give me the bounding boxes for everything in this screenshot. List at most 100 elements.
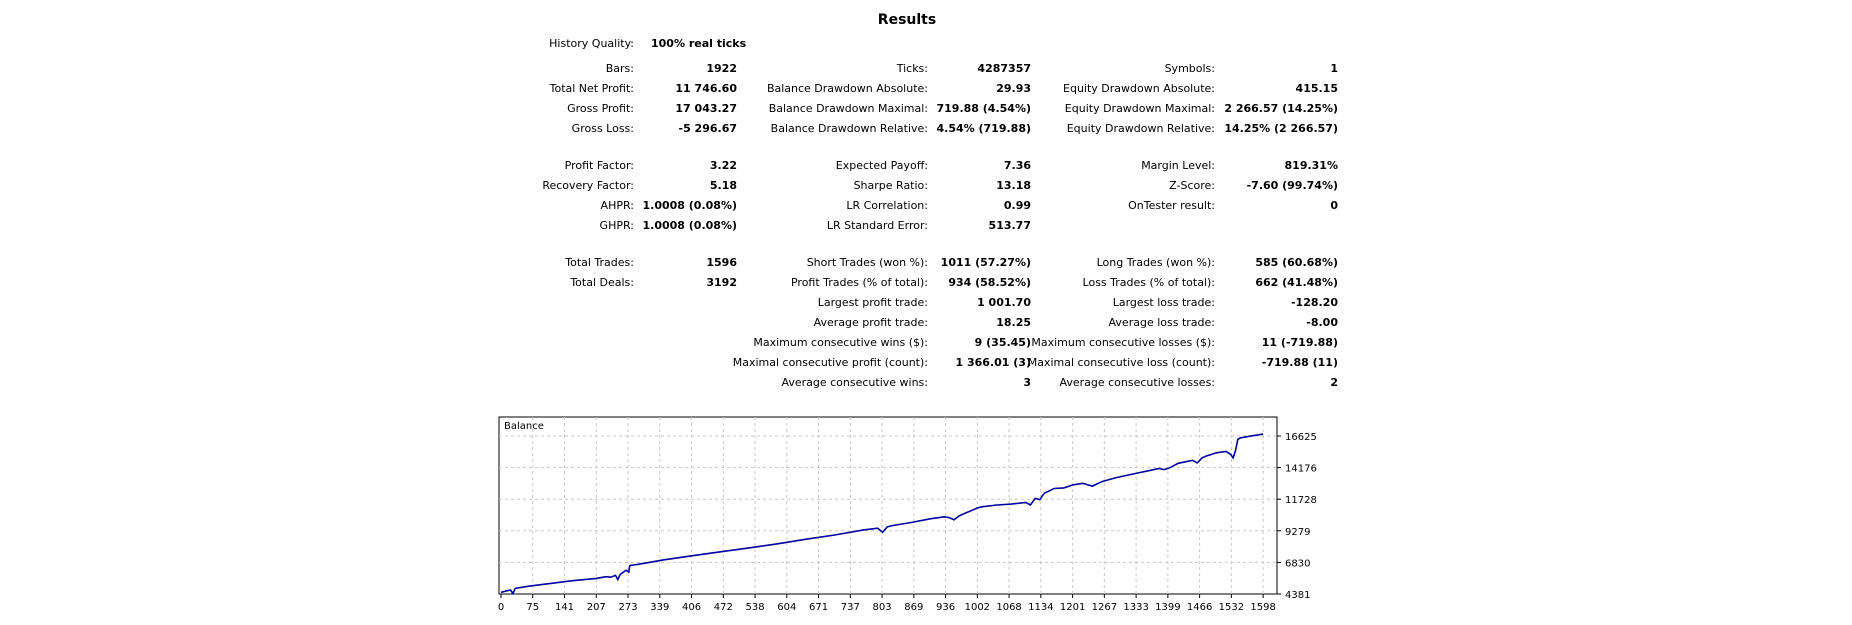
y-tick-label: 4381 <box>1285 590 1310 601</box>
stat-value: -8.00 <box>1306 316 1338 329</box>
x-tick-label: 936 <box>936 602 955 613</box>
x-tick-label: 1267 <box>1092 602 1117 613</box>
stat-value: 1 001.70 <box>977 296 1031 309</box>
chart-title: Balance <box>504 421 544 432</box>
stat-label: Largest loss trade: <box>1112 296 1215 309</box>
x-tick-label: 604 <box>777 602 796 613</box>
stat-label: Symbols: <box>1164 62 1215 75</box>
history-quality-label: History Quality: <box>549 37 634 50</box>
stat-value: 3.22 <box>709 159 737 172</box>
y-tick-label: 6830 <box>1285 558 1310 569</box>
stat-value: 4.54% (719.88) <box>936 122 1032 135</box>
stat-value: 7.36 <box>1003 159 1031 172</box>
x-tick-label: 1532 <box>1219 602 1244 613</box>
x-tick-label: 273 <box>618 602 637 613</box>
x-tick-label: 1134 <box>1028 602 1053 613</box>
x-tick-label: 1399 <box>1155 602 1180 613</box>
stat-value: -5 296.67 <box>678 122 738 135</box>
plot-frame <box>498 416 1278 595</box>
stat-label: Total Deals: <box>570 276 634 289</box>
stat-label: LR Correlation: <box>846 199 928 212</box>
stat-label: AHPR: <box>600 199 634 212</box>
stat-label: OnTester result: <box>1128 199 1215 212</box>
stat-value: 1 366.01 (3) <box>955 356 1031 369</box>
stat-value: 9 (35.45) <box>974 336 1031 349</box>
stat-label: Sharpe Ratio: <box>853 179 928 192</box>
stat-label: Maximum consecutive losses ($): <box>1031 336 1215 349</box>
stat-label: Short Trades (won %): <box>806 256 928 269</box>
stat-label: Maximal consecutive loss (count): <box>1027 356 1215 369</box>
stat-value: 662 (41.48%) <box>1255 276 1338 289</box>
x-tick-label: 1333 <box>1123 602 1148 613</box>
stat-label: Recovery Factor: <box>542 179 634 192</box>
stat-label: Profit Trades (% of total): <box>790 276 928 289</box>
stat-label: Expected Payoff: <box>835 159 928 172</box>
stat-value: 17 043.27 <box>675 102 737 115</box>
stat-label: Equity Drawdown Relative: <box>1066 122 1215 135</box>
y-tick-label: 14176 <box>1285 464 1317 475</box>
x-tick-label: 671 <box>809 602 828 613</box>
stat-value: 0.99 <box>1003 199 1031 212</box>
balance-line <box>500 433 1264 596</box>
stat-label: Average consecutive wins: <box>781 376 928 389</box>
stat-value: 29.93 <box>996 82 1031 95</box>
stat-label: Maximum consecutive wins ($): <box>753 336 928 349</box>
stat-value: 4287357 <box>977 62 1031 75</box>
x-tick-label: 538 <box>745 602 764 613</box>
stat-label: Bars: <box>605 62 634 75</box>
stat-label: Total Net Profit: <box>549 82 634 95</box>
x-tick-label: 207 <box>587 602 606 613</box>
stat-value: 1011 (57.27%) <box>940 256 1031 269</box>
stat-label: Maximal consecutive profit (count): <box>732 356 928 369</box>
stat-label: Ticks: <box>896 62 928 75</box>
x-tick-label: 472 <box>714 602 733 613</box>
stat-value: 1.0008 (0.08%) <box>642 199 738 212</box>
stat-value: 13.18 <box>996 179 1031 192</box>
y-tick-label: 9279 <box>1285 527 1310 538</box>
stat-value: 513.77 <box>988 219 1031 232</box>
stat-value: 934 (58.52%) <box>948 276 1031 289</box>
balance-chart: 0 75 141 207 273 339 406 472 538 604 671 737 803 869 9… <box>497 411 1357 625</box>
stat-value: 1922 <box>706 62 737 75</box>
stat-label: Gross Loss: <box>571 122 634 135</box>
x-tick-label: 141 <box>555 602 574 613</box>
stat-value: 719.88 (4.54%) <box>936 102 1032 115</box>
x-tick-label: 803 <box>873 602 892 613</box>
stat-value: 3192 <box>706 276 737 289</box>
stat-value: -719.88 (11) <box>1261 356 1338 369</box>
stat-value: -128.20 <box>1290 296 1338 309</box>
stat-value: 0 <box>1330 199 1338 212</box>
stat-label: Average consecutive losses: <box>1059 376 1215 389</box>
x-tick-label: 339 <box>650 602 669 613</box>
report-title: Results <box>877 12 937 28</box>
stat-label: Loss Trades (% of total): <box>1082 276 1215 289</box>
y-tick-label: 16625 <box>1285 432 1317 443</box>
stat-label: Gross Profit: <box>567 102 634 115</box>
stat-label: Profit Factor: <box>564 159 634 172</box>
stat-label: GHPR: <box>599 219 634 232</box>
balance-chart-svg: 0 75 141 207 273 339 406 472 538 604 671 737 803 869 9… <box>498 416 1317 613</box>
stat-value: 18.25 <box>996 316 1031 329</box>
stat-value: 11 746.60 <box>675 82 737 95</box>
x-tick-label: 737 <box>841 602 860 613</box>
x-tick-label: 406 <box>682 602 701 613</box>
x-tick-label: 1002 <box>965 602 990 613</box>
x-tick-label: 1598 <box>1250 602 1275 613</box>
stat-value: 14.25% (2 266.57) <box>1224 122 1338 135</box>
stat-value: 415.15 <box>1295 82 1338 95</box>
stat-label: Balance Drawdown Absolute: <box>766 82 928 95</box>
stat-label: Z-Score: <box>1169 179 1215 192</box>
x-tick-label: 1068 <box>996 602 1021 613</box>
stat-value: 2 <box>1330 376 1338 389</box>
stat-label: Average loss trade: <box>1108 316 1215 329</box>
stat-label: Balance Drawdown Maximal: <box>768 102 928 115</box>
x-tick-label: 0 <box>498 602 504 613</box>
stat-value: 819.31% <box>1284 159 1338 172</box>
x-tick-label: 1201 <box>1060 602 1085 613</box>
stat-value: -7.60 (99.74%) <box>1246 179 1338 192</box>
stat-value: 585 (60.68%) <box>1255 256 1338 269</box>
stat-value: 1596 <box>706 256 737 269</box>
stat-label: Total Trades: <box>565 256 634 269</box>
stat-label: LR Standard Error: <box>826 219 928 232</box>
